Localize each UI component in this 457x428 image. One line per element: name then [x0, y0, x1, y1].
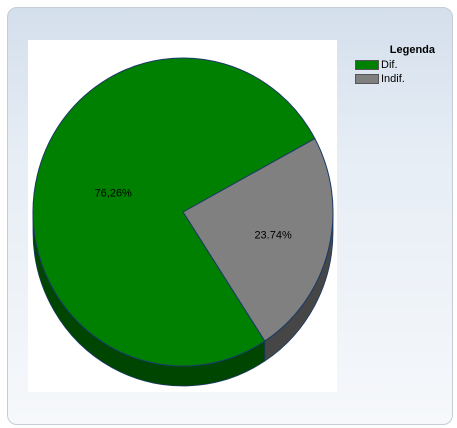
pie-label-dif: 76,26%: [95, 188, 133, 200]
legend-swatch-indif: [355, 74, 379, 84]
legend-item-indif: Indif.: [355, 72, 435, 86]
legend-label-indif: Indif.: [381, 73, 405, 85]
legend-item-dif: Dif.: [355, 58, 435, 72]
pie-chart: 23.74% 76,26%: [32, 57, 334, 387]
legend-title: Legenda: [389, 44, 435, 56]
pie-slices: [32, 57, 334, 367]
pie-labels: 23.74% 76,26%: [95, 188, 292, 242]
pie-slice-dif: [32, 57, 316, 367]
legend-label-dif: Dif.: [381, 59, 398, 71]
pie-label-indif: 23.74%: [254, 229, 292, 241]
pie-slice-indif: [182, 137, 334, 342]
legend-swatch-dif: [355, 60, 379, 70]
plot-area: 23.74% 76,26%: [28, 40, 337, 392]
legend: Legenda Dif. Indif.: [355, 44, 435, 86]
